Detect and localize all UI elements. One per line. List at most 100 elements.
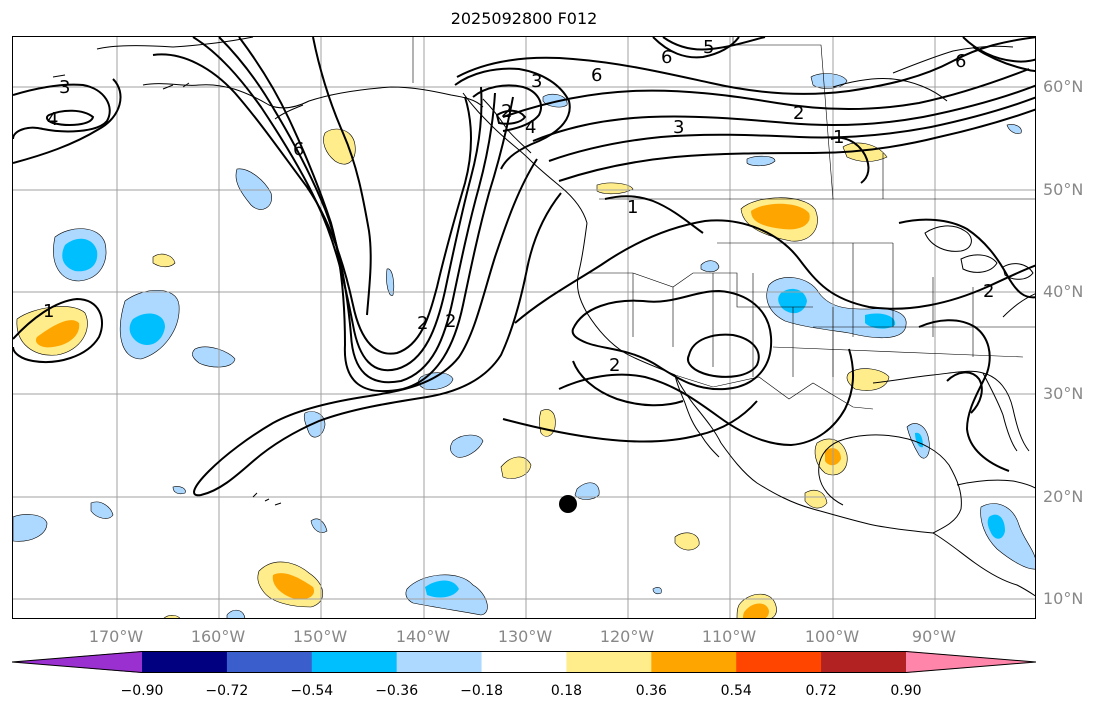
colorbar-bin bbox=[821, 651, 907, 673]
lon-label: 90°W bbox=[911, 627, 957, 646]
positive-anomaly-patch bbox=[163, 615, 181, 618]
contour-line bbox=[604, 195, 704, 234]
colorbar-tick-label: 0.72 bbox=[805, 683, 837, 699]
colorbar-bin bbox=[651, 651, 737, 673]
lat-label: 50°N bbox=[1043, 180, 1084, 199]
contour-line bbox=[152, 53, 472, 355]
positive-anomaly-patch-core bbox=[35, 320, 80, 348]
map-title: 2025092800 F012 bbox=[450, 9, 598, 28]
lat-label: 10°N bbox=[1043, 589, 1084, 608]
contour-line bbox=[548, 96, 1035, 162]
contour-line bbox=[13, 297, 104, 363]
colorbar-tick-label: −0.54 bbox=[290, 683, 334, 699]
contour-label: 3 bbox=[531, 71, 542, 92]
lon-label: 150°W bbox=[292, 627, 348, 646]
colorbar-bin bbox=[226, 651, 313, 673]
contour-line bbox=[558, 348, 855, 447]
positive-anomaly-patch-core bbox=[743, 603, 769, 618]
contour-line bbox=[687, 333, 760, 378]
location-marker[interactable] bbox=[559, 495, 577, 513]
negative-anomaly-patch-core bbox=[129, 313, 165, 346]
negative-anomaly-patch bbox=[450, 434, 484, 458]
contour-label: 2 bbox=[793, 103, 804, 124]
lat-label: 40°N bbox=[1043, 282, 1084, 301]
contour-label: 4 bbox=[47, 109, 58, 130]
positive-anomaly-patch bbox=[804, 490, 828, 509]
contour-label: 6 bbox=[955, 51, 966, 72]
lon-label: 100°W bbox=[804, 627, 860, 646]
contour-line bbox=[218, 37, 496, 384]
colorbar-tick-label: 0.54 bbox=[720, 683, 752, 699]
positive-anomaly-patch bbox=[842, 142, 888, 162]
positive-anomaly-patch bbox=[674, 532, 700, 551]
colorbar-tick-label: 0.18 bbox=[550, 683, 583, 699]
contour-line bbox=[45, 109, 95, 126]
negative-anomaly-patch-core bbox=[62, 238, 98, 272]
negative-anomaly-patch bbox=[303, 411, 326, 438]
graticule bbox=[13, 37, 1035, 618]
lon-label: 170°W bbox=[88, 627, 144, 646]
colorbar-tick-label: −0.18 bbox=[460, 683, 503, 699]
contour-line bbox=[193, 158, 562, 497]
contour-label: 2 bbox=[445, 311, 456, 332]
contour-label: 2 bbox=[501, 101, 512, 122]
contour-line bbox=[13, 78, 122, 164]
positive-anomaly-patch-core bbox=[751, 203, 810, 230]
negative-anomaly-patch bbox=[386, 268, 395, 296]
lat-label: 30°N bbox=[1043, 384, 1084, 403]
colorbar-bin bbox=[396, 651, 483, 673]
contour-line bbox=[830, 136, 870, 184]
lon-label: 160°W bbox=[190, 627, 246, 646]
positive-anomaly-patch bbox=[846, 368, 890, 391]
contour-line bbox=[502, 68, 1030, 118]
colorbar-segments bbox=[12, 651, 1036, 673]
contour-label: 2 bbox=[983, 281, 994, 302]
contour-line bbox=[918, 319, 1010, 472]
negative-anomaly-patch bbox=[1006, 124, 1022, 134]
contour-label: 2 bbox=[609, 355, 620, 376]
negative-anomaly-patch bbox=[810, 73, 848, 89]
contour-line bbox=[13, 83, 111, 140]
colorbar-outline bbox=[12, 651, 1036, 673]
colorbar-bin bbox=[142, 651, 228, 673]
negative-anomaly-patch bbox=[235, 168, 272, 210]
contour-line bbox=[456, 37, 1035, 95]
map-canvas[interactable]: 3 4 5 6 6 6 3 2 4 6 3 1 1 1 2 2 2 2 2 bbox=[13, 37, 1036, 619]
colorbar-extend-min bbox=[12, 651, 142, 673]
positive-anomaly-patch bbox=[323, 128, 356, 165]
contour-line bbox=[502, 400, 758, 443]
contour-line bbox=[312, 37, 372, 316]
contour-label: 6 bbox=[293, 139, 304, 160]
contour-label: 5 bbox=[703, 37, 714, 58]
contour-label: 4 bbox=[525, 117, 536, 138]
colorbar-tick-label: −0.36 bbox=[375, 683, 419, 699]
contour-lines bbox=[13, 37, 1035, 497]
negative-anomaly-patch-core bbox=[987, 514, 1005, 539]
contour-line bbox=[472, 84, 542, 132]
lon-label: 140°W bbox=[395, 627, 451, 646]
shaded-anomaly-layer bbox=[13, 73, 1035, 618]
contour-line bbox=[192, 37, 483, 372]
contour-label: 6 bbox=[591, 65, 602, 86]
contour-line bbox=[898, 218, 1035, 299]
negative-anomaly-patch-core bbox=[865, 313, 896, 329]
positive-anomaly-patch bbox=[539, 409, 556, 437]
colorbar-extend-max bbox=[906, 651, 1036, 673]
lat-label: 20°N bbox=[1043, 487, 1084, 506]
positive-anomaly-patch-core bbox=[272, 573, 315, 600]
contour-line bbox=[571, 289, 773, 391]
colorbar-bin bbox=[566, 651, 652, 673]
colorbar-bin bbox=[481, 651, 567, 673]
contour-line bbox=[514, 219, 1035, 324]
lon-label: 120°W bbox=[599, 627, 655, 646]
contour-label: 6 bbox=[661, 47, 672, 68]
contour-line bbox=[572, 360, 684, 407]
contour-label-layer: 3 4 5 6 6 6 3 2 4 6 3 1 1 1 2 2 2 2 2 bbox=[43, 37, 994, 376]
contour-line bbox=[558, 108, 1035, 182]
contour-line bbox=[962, 37, 1035, 63]
contour-line bbox=[652, 37, 740, 59]
negative-anomaly-patch bbox=[192, 346, 236, 368]
negative-anomaly-patch bbox=[746, 155, 776, 167]
lon-label: 110°W bbox=[701, 627, 757, 646]
colorbar-tick-label: −0.90 bbox=[120, 683, 164, 699]
